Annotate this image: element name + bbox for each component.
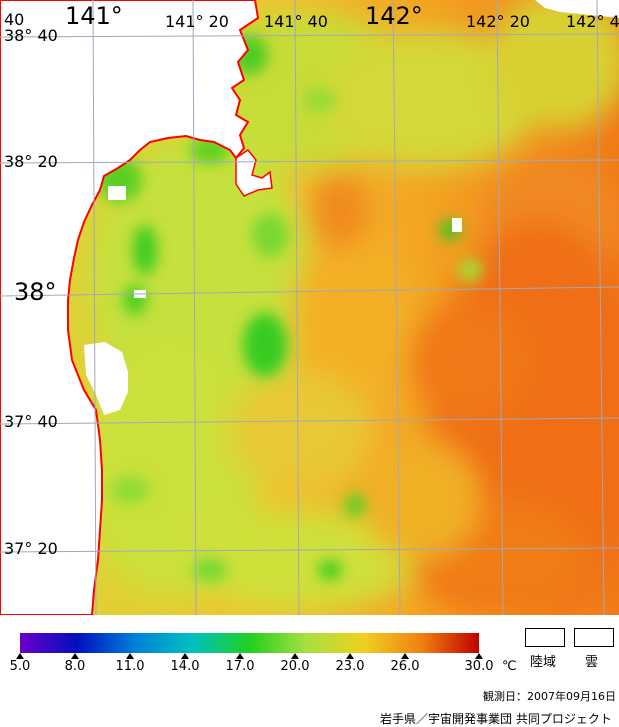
- lon-label-142: 142°: [365, 2, 423, 30]
- cloud-legend-label: 雲: [585, 655, 599, 670]
- lon-label-141: 141°: [65, 2, 123, 30]
- colorbar-tick: [71, 653, 79, 659]
- temperature-field: [80, 0, 619, 615]
- colorbar-tick: [291, 653, 299, 659]
- cloud-areas: [84, 0, 619, 415]
- colorbar-tick: [475, 653, 483, 659]
- sea-surface-temperature-map: 141° 141° 20 141° 40 142° 142° 20 142° 4…: [0, 0, 619, 615]
- colorbar-tick-label: 23.0: [335, 659, 365, 674]
- lat-label-37-40: 37° 40: [4, 412, 58, 431]
- lat-label-38-40: 38° 40: [4, 26, 58, 45]
- credit-text: 岩手県／宇宙開発事業団 共同プロジェクト: [380, 712, 612, 726]
- colorbar-tick: [236, 653, 244, 659]
- colorbar-tick: [16, 653, 24, 659]
- lat-label-38-20: 38° 20: [4, 152, 58, 171]
- lat-lon-grid: [0, 0, 619, 615]
- unit-label: ℃: [502, 659, 517, 674]
- lon-label-141-40: 141° 40: [264, 12, 328, 31]
- colorbar-tick-label: 8.0: [64, 659, 86, 674]
- temperature-colorbar: [20, 633, 479, 653]
- colorbar-tick-label: 17.0: [225, 659, 255, 674]
- land-legend-label: 陸域: [530, 655, 557, 670]
- lon-label-142-20: 142° 20: [466, 12, 530, 31]
- colorbar-tick: [401, 653, 409, 659]
- colorbar-tick-label: 26.0: [390, 659, 420, 674]
- colorbar-tick-label: 20.0: [280, 659, 310, 674]
- colorbar-tick: [181, 653, 189, 659]
- edge-label: 40: [4, 10, 25, 29]
- lat-label-37-20: 37° 20: [4, 539, 58, 558]
- lon-label-141-20: 141° 20: [165, 12, 229, 31]
- colorbar-tick-label: 14.0: [170, 659, 200, 674]
- observation-date: 観測日：2007年09月16日: [483, 690, 616, 703]
- land-swatch: [525, 628, 565, 647]
- colorbar-tick-label: 5.0: [9, 659, 31, 674]
- lon-label-142-40: 142° 4: [566, 12, 619, 31]
- cloud-swatch: [574, 628, 614, 647]
- colorbar-tick: [126, 653, 134, 659]
- colorbar-tick: [346, 653, 354, 659]
- land-area: [0, 0, 260, 615]
- legend-panel: 5.0 8.0 11.0 14.0 17.0 20.0 23.0 26.0 30…: [0, 615, 619, 726]
- map-canvas: [0, 0, 619, 615]
- colorbar-tick-label: 30.0: [464, 659, 494, 674]
- colorbar-tick-label: 11.0: [115, 659, 145, 674]
- lat-label-38: 38°: [14, 278, 57, 306]
